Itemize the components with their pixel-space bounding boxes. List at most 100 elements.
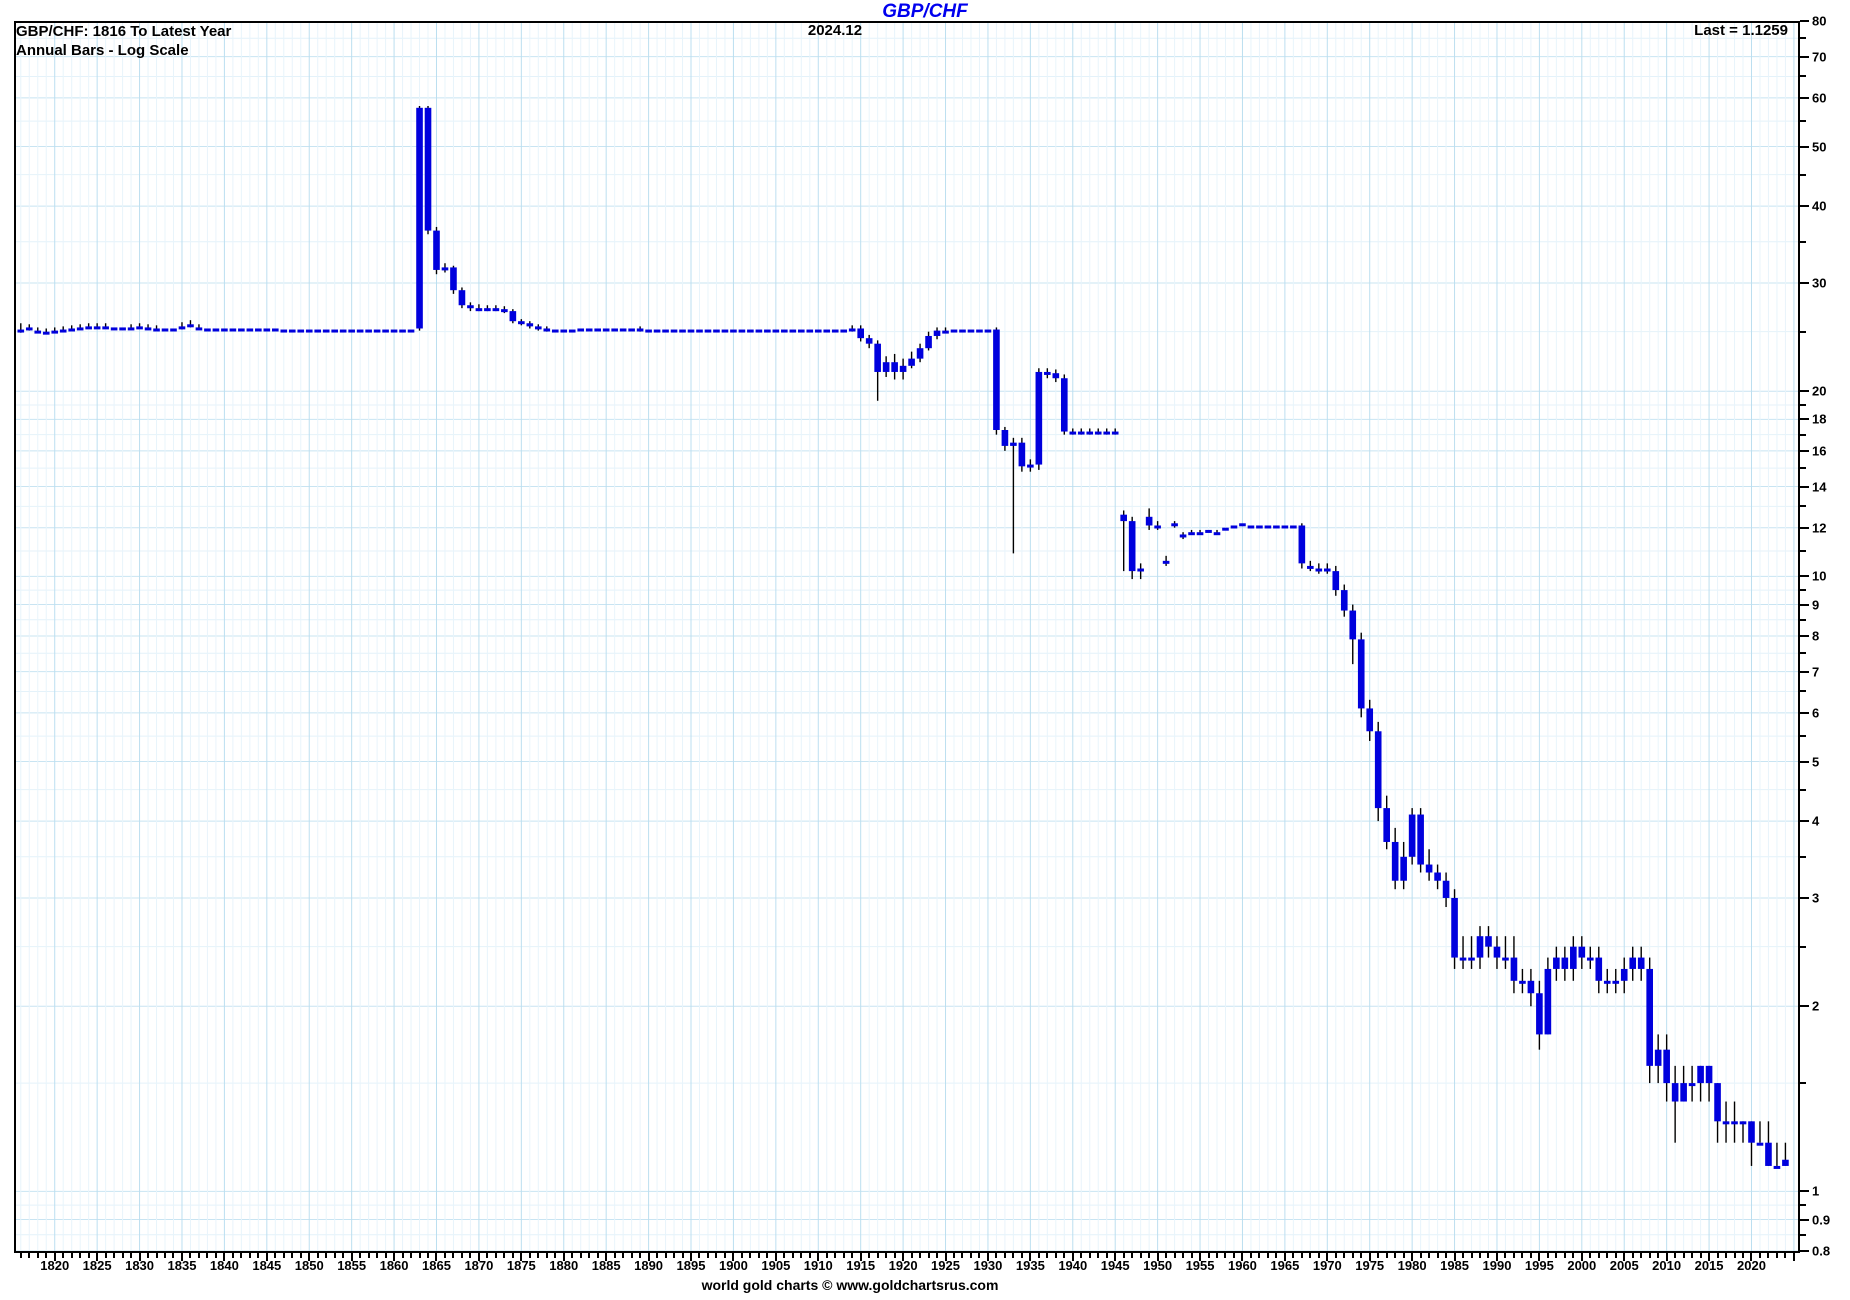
bar-body xyxy=(93,326,101,330)
x-tick-mark xyxy=(96,1253,99,1261)
x-tick-mark-minor xyxy=(1563,1253,1566,1258)
bar-body xyxy=(475,308,483,312)
bar-body xyxy=(1213,532,1221,536)
bar-body xyxy=(645,329,652,333)
x-tick-mark-minor xyxy=(1216,1253,1218,1258)
bar-body xyxy=(518,321,525,325)
bar-body xyxy=(908,358,915,366)
x-tick-mark-minor xyxy=(596,1253,599,1258)
x-tick-mark-minor xyxy=(1419,1253,1422,1258)
x-tick-mark-minor xyxy=(545,1253,548,1258)
y-tick-mark xyxy=(1800,603,1809,606)
bar-body xyxy=(1434,872,1441,881)
bar-body xyxy=(484,308,491,312)
x-tick-mark-minor xyxy=(1402,1253,1405,1258)
y-tick-mark xyxy=(1800,96,1809,99)
x-tick-mark-minor xyxy=(1334,1253,1337,1258)
period-label: 2024.12 xyxy=(807,22,863,39)
x-tick-mark-minor xyxy=(876,1253,879,1258)
header-divider xyxy=(14,21,1799,23)
bar-body xyxy=(1553,957,1560,969)
y-tick-mark xyxy=(1800,575,1809,578)
x-tick-label: 1875 xyxy=(506,1258,536,1273)
x-tick-mark xyxy=(180,1253,183,1261)
y-tick-mark xyxy=(1800,1190,1809,1193)
x-tick-mark-minor xyxy=(1139,1253,1142,1258)
bar-body xyxy=(814,329,822,333)
y-tick-label: 12 xyxy=(1812,520,1827,536)
bar-body xyxy=(221,328,228,332)
x-tick-mark xyxy=(1580,1253,1583,1261)
bar-body xyxy=(136,326,143,330)
x-tick-mark-minor xyxy=(45,1253,48,1258)
x-tick-mark-minor xyxy=(418,1253,421,1258)
bar-body xyxy=(764,329,771,333)
x-tick-mark-minor xyxy=(1020,1253,1023,1258)
bar-body xyxy=(1400,856,1407,881)
x-tick-mark-minor xyxy=(1266,1253,1269,1258)
bar-body xyxy=(950,329,958,333)
y-tick-label: 2 xyxy=(1812,998,1820,1014)
x-tick-mark-minor xyxy=(630,1253,633,1258)
x-tick-mark-minor xyxy=(1360,1253,1363,1258)
bar-body xyxy=(59,329,67,333)
x-tick-mark xyxy=(1708,1253,1711,1261)
x-tick-mark-minor xyxy=(401,1253,404,1258)
x-tick-label: 1850 xyxy=(294,1258,324,1273)
bar-body xyxy=(1459,957,1467,961)
chart-info-box: GBP/CHF: 1816 To Latest Year Annual Bars… xyxy=(16,22,231,60)
x-tick-mark-minor xyxy=(808,1253,811,1258)
x-tick-mark-minor xyxy=(1767,1253,1770,1258)
x-tick-mark-minor xyxy=(1173,1253,1176,1258)
x-tick-mark-minor xyxy=(749,1253,752,1258)
bar-body xyxy=(1052,373,1060,379)
x-tick-mark-minor xyxy=(291,1253,294,1258)
bar-body xyxy=(882,362,890,372)
x-tick-mark-minor xyxy=(1037,1253,1040,1258)
bar-body xyxy=(1612,980,1620,984)
x-tick-label: 2015 xyxy=(1694,1258,1724,1273)
x-tick-label: 1935 xyxy=(1015,1258,1045,1273)
x-tick-mark-minor xyxy=(155,1253,158,1258)
bar-body xyxy=(942,330,949,334)
bar-body xyxy=(110,327,118,331)
bar-body xyxy=(781,329,788,333)
x-tick-mark-minor xyxy=(579,1253,582,1258)
x-tick-mark-minor xyxy=(113,1253,116,1258)
x-tick-label: 1870 xyxy=(464,1258,494,1273)
x-tick-mark-minor xyxy=(1385,1253,1388,1258)
x-tick-mark-minor xyxy=(1462,1253,1465,1258)
y-tick-mark-minor xyxy=(1800,433,1806,436)
bar-body xyxy=(348,329,355,333)
y-tick-label: 4 xyxy=(1812,813,1820,829)
x-tick-mark-minor xyxy=(1105,1253,1108,1258)
footer-credit: world gold charts © www.goldchartsrus.co… xyxy=(701,1277,999,1293)
x-tick-mark-minor xyxy=(130,1253,133,1258)
bar-body xyxy=(501,309,508,313)
x-tick-mark xyxy=(1368,1253,1371,1261)
x-tick-mark-minor xyxy=(834,1253,837,1258)
x-tick-mark-minor xyxy=(206,1253,209,1258)
bar-body xyxy=(1620,968,1628,981)
bar-body xyxy=(297,329,305,333)
x-tick-mark xyxy=(1114,1253,1117,1261)
x-tick-label: 1840 xyxy=(209,1258,239,1273)
x-tick-mark-minor xyxy=(656,1253,659,1258)
bar-body xyxy=(271,328,279,332)
x-tick-mark-minor xyxy=(1224,1253,1227,1258)
y-tick-mark-minor xyxy=(1800,1204,1806,1207)
bar-body xyxy=(1205,529,1212,533)
x-tick-mark-minor xyxy=(1309,1253,1312,1258)
bar-body xyxy=(628,328,635,332)
bar-body xyxy=(102,326,109,330)
bar-body xyxy=(1544,968,1552,1035)
x-tick-mark-minor xyxy=(885,1253,888,1258)
x-tick-mark-minor xyxy=(325,1253,328,1258)
bar-body xyxy=(1162,560,1170,564)
x-tick-mark-minor xyxy=(571,1253,574,1258)
x-tick-mark-minor xyxy=(511,1253,514,1258)
x-tick-mark-minor xyxy=(1631,1253,1634,1258)
bar-body xyxy=(1239,523,1246,527)
bar-body xyxy=(534,326,542,330)
x-tick-mark xyxy=(350,1253,353,1261)
